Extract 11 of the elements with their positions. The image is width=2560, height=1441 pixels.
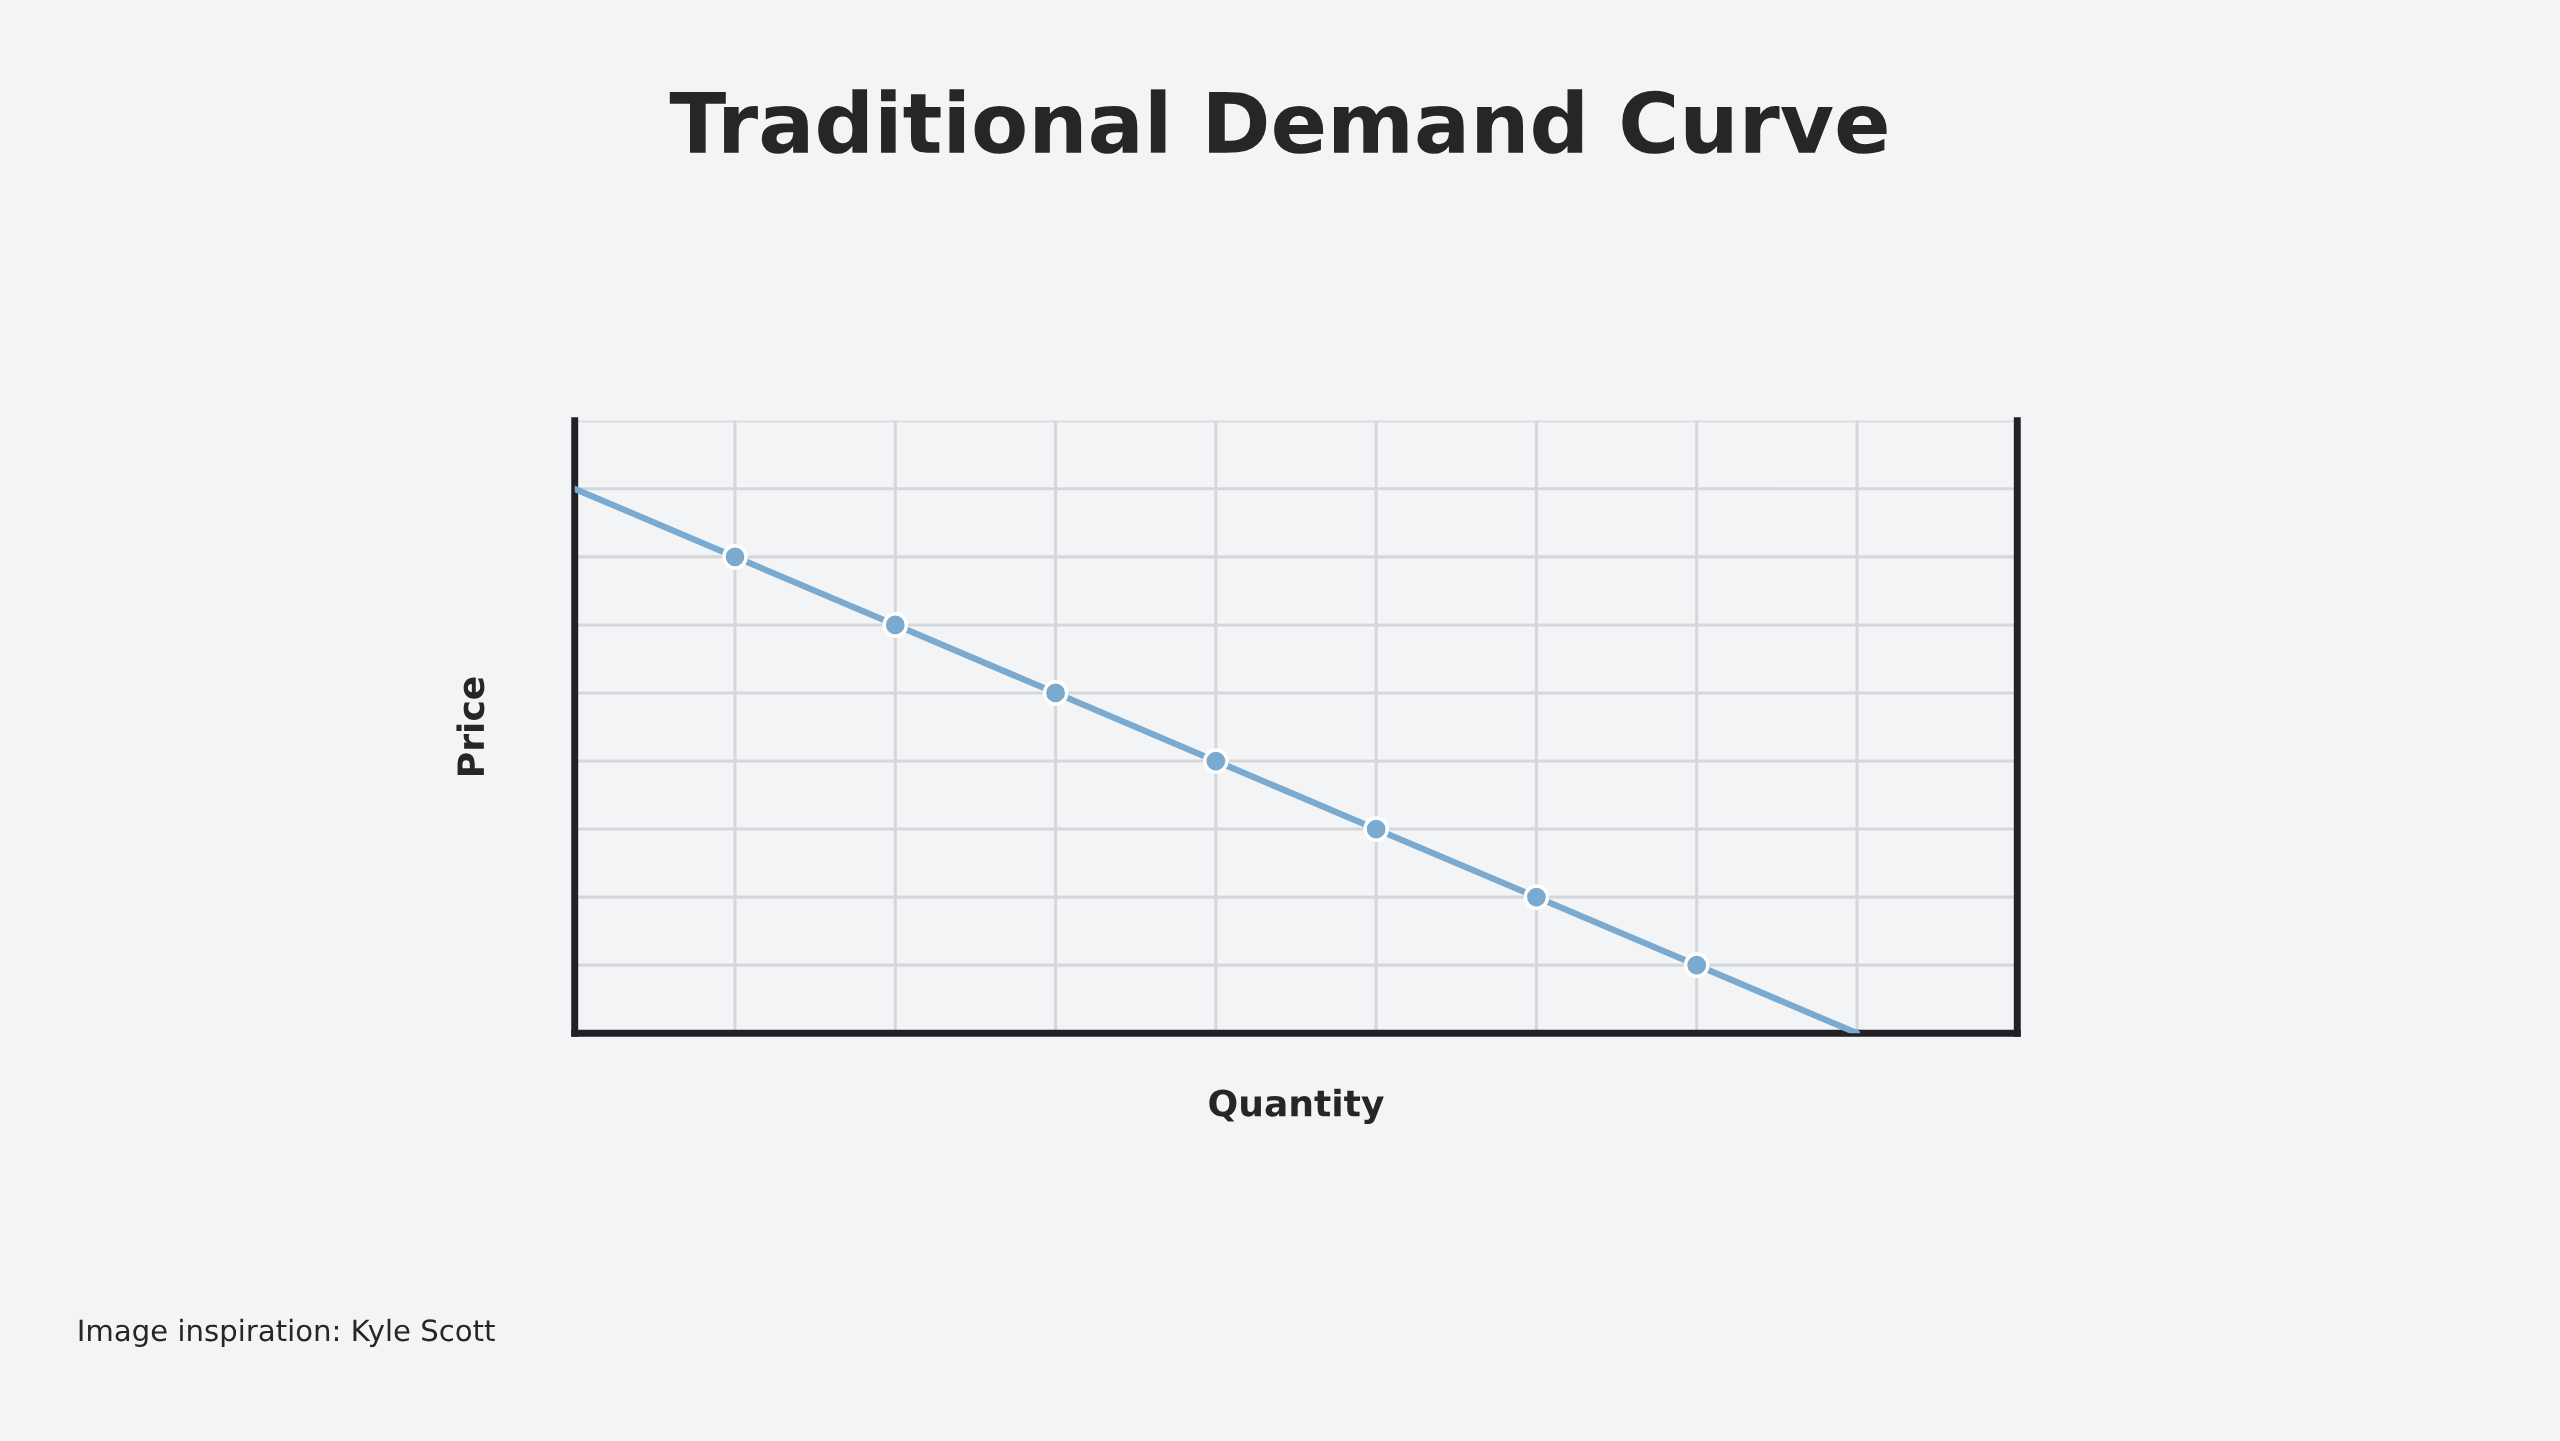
point — [882, 612, 909, 638]
point — [1042, 680, 1069, 706]
text: Image inspiration: Kyle Scott — [79, 1318, 495, 1348]
y-axis-title: Price — [456, 677, 485, 775]
point — [1523, 884, 1550, 910]
chart-title: Traditional Demand Curve — [669, 89, 1887, 154]
point — [1363, 816, 1389, 842]
point — [722, 544, 748, 570]
point — [1683, 952, 1710, 978]
x-axis-title: Quantity — [1209, 1088, 1384, 1124]
point — [1203, 748, 1229, 774]
